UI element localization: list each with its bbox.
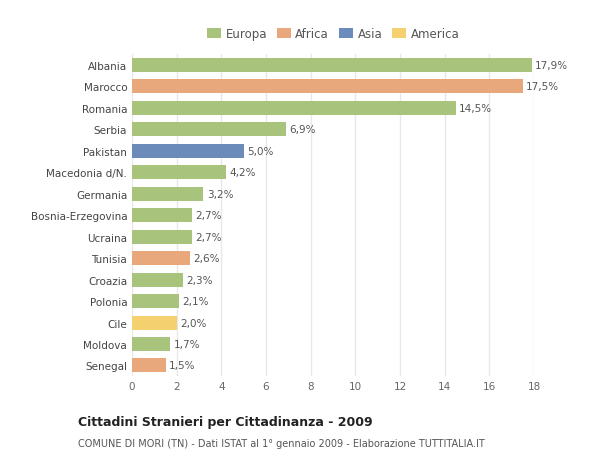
Text: 14,5%: 14,5% [459,104,493,114]
Text: 17,9%: 17,9% [535,61,568,71]
Bar [132,337,170,351]
Bar [132,230,193,244]
Text: 2,0%: 2,0% [180,318,206,328]
Text: 2,6%: 2,6% [193,253,220,263]
Text: 17,5%: 17,5% [526,82,559,92]
Text: 2,1%: 2,1% [182,297,209,307]
Bar [132,358,166,373]
Bar [132,145,244,158]
Bar [132,59,532,73]
Bar [132,252,190,265]
Text: 1,7%: 1,7% [173,339,200,349]
Legend: Europa, Africa, Asia, America: Europa, Africa, Asia, America [205,26,461,43]
Text: 4,2%: 4,2% [229,168,256,178]
Bar [132,166,226,180]
Text: 2,7%: 2,7% [196,211,222,221]
Text: 1,5%: 1,5% [169,361,196,371]
Text: 2,7%: 2,7% [196,232,222,242]
Text: 3,2%: 3,2% [207,189,233,199]
Bar [132,80,523,94]
Text: COMUNE DI MORI (TN) - Dati ISTAT al 1° gennaio 2009 - Elaborazione TUTTITALIA.IT: COMUNE DI MORI (TN) - Dati ISTAT al 1° g… [78,438,485,448]
Bar [132,123,286,137]
Text: 6,9%: 6,9% [289,125,316,135]
Bar [132,101,456,116]
Bar [132,187,203,201]
Bar [132,273,184,287]
Text: Cittadini Stranieri per Cittadinanza - 2009: Cittadini Stranieri per Cittadinanza - 2… [78,415,373,428]
Bar [132,209,193,223]
Text: 5,0%: 5,0% [247,146,274,157]
Bar [132,295,179,308]
Text: 2,3%: 2,3% [187,275,213,285]
Bar [132,316,176,330]
